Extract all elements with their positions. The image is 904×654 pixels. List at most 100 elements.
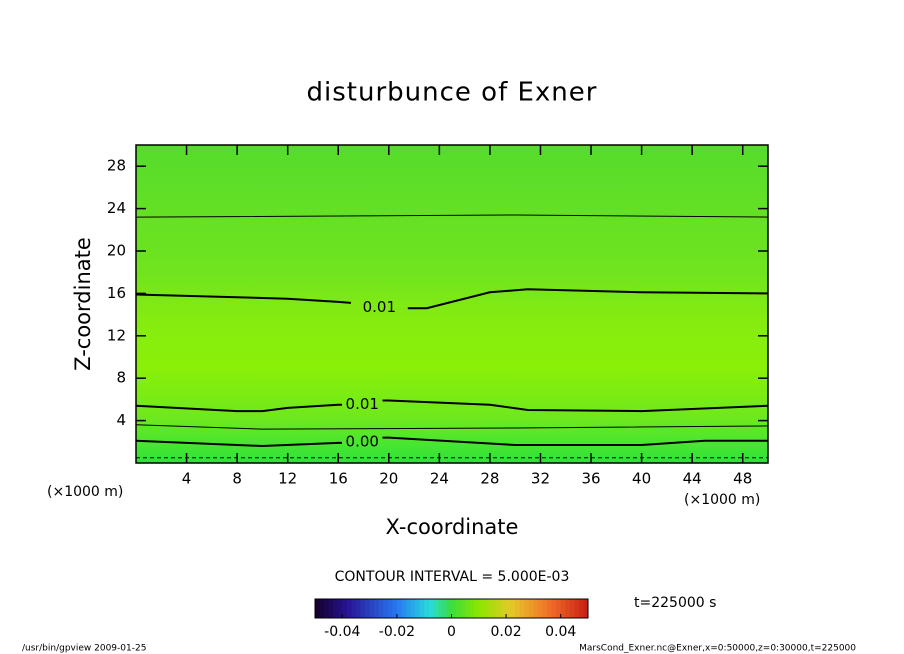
colorbar-cell — [342, 599, 348, 618]
colorbar-cell — [401, 599, 407, 618]
colorbar-cell — [410, 599, 416, 618]
colorbar-cell — [451, 599, 457, 618]
x-tick-label: 24 — [430, 470, 449, 488]
colorbar-cell — [465, 599, 471, 618]
colorbar-cell — [565, 599, 571, 618]
colorbar-cell — [328, 599, 334, 618]
contour-line — [135, 436, 768, 448]
chart-title: disturbunce of Exner — [307, 78, 598, 108]
colorbar-cell — [374, 599, 380, 618]
x-tick-label: 28 — [480, 470, 499, 488]
colorbar-cell — [583, 599, 589, 618]
colorbar-tick-label: 0.04 — [545, 624, 576, 640]
colorbar-cell — [424, 599, 430, 618]
y-axis-title: Z-coordinate — [71, 237, 95, 371]
contour-line — [135, 214, 769, 218]
colorbar-cell — [528, 599, 534, 618]
x-tick-label: 8 — [232, 470, 242, 488]
colorbar-cell — [483, 599, 489, 618]
colorbar-tick-label: 0 — [447, 624, 456, 640]
x-unit-right: (×1000 m) — [684, 492, 760, 508]
y-tick-label: 4 — [116, 411, 126, 429]
colorbar-cell — [569, 599, 575, 618]
contour-label: 0.01 — [346, 395, 379, 413]
colorbar-cell — [524, 599, 530, 618]
colorbar-cell — [578, 599, 584, 618]
colorbar-cell — [433, 599, 439, 618]
colorbar-cell — [355, 599, 361, 618]
x-tick-label: 12 — [278, 470, 297, 488]
footer-right: MarsCond_Exner.nc@Exner,x=0:50000,z=0:30… — [579, 644, 856, 654]
colorbar-cell — [446, 599, 452, 618]
colorbar-cell — [337, 599, 343, 618]
x-unit-left: (×1000 m) — [47, 484, 123, 500]
colorbar-cell — [406, 599, 412, 618]
footer-left: /usr/bin/gpview 2009-01-25 — [22, 644, 146, 654]
x-tick-label: 48 — [733, 470, 752, 488]
x-tick-label: 32 — [531, 470, 550, 488]
x-tick-label: 4 — [182, 470, 192, 488]
y-tick-label: 28 — [107, 157, 126, 175]
colorbar-cell — [392, 599, 398, 618]
x-axis-title: X-coordinate — [386, 515, 519, 539]
colorbar-cell — [510, 599, 516, 618]
colorbar-cell — [360, 599, 366, 618]
colorbar-tick-label: 0.02 — [491, 624, 522, 640]
colorbar-cell — [560, 599, 566, 618]
colorbar-cell — [519, 599, 525, 618]
colorbar-cell — [442, 599, 448, 618]
contour-label: 0.00 — [346, 433, 379, 451]
colorbar-cell — [396, 599, 402, 618]
time-label: t=225000 s — [634, 595, 716, 611]
colorbar-cell — [324, 599, 330, 618]
field-fill — [136, 145, 768, 463]
colorbar-cell — [315, 599, 321, 618]
colorbar-cell — [474, 599, 480, 618]
contour-line — [135, 288, 769, 310]
colorbar-cell — [415, 599, 421, 618]
colorbar-cell — [460, 599, 466, 618]
colorbar-cell — [542, 599, 548, 618]
colorbar-cell — [437, 599, 443, 618]
colorbar-cell — [487, 599, 493, 618]
colorbar-cell — [497, 599, 503, 618]
colorbar-tick-label: -0.02 — [379, 624, 415, 640]
x-tick-label: 16 — [329, 470, 348, 488]
y-tick-label: 16 — [107, 284, 126, 302]
colorbar-cell — [378, 599, 384, 618]
colorbar-cell — [319, 599, 325, 618]
plot-frame — [135, 144, 769, 464]
y-tick-label: 24 — [107, 199, 126, 217]
colorbar-cell — [346, 599, 352, 618]
colorbar-cell — [506, 599, 512, 618]
y-tick-label: 20 — [107, 242, 126, 260]
colorbar-cell — [551, 599, 557, 618]
colorbar-cell — [492, 599, 498, 618]
colorbar-cell — [556, 599, 562, 618]
colorbar-cell — [428, 599, 434, 618]
contour-interval: CONTOUR INTERVAL = 5.000E-03 — [335, 569, 570, 585]
colorbar-cell — [333, 599, 339, 618]
colorbar-cell — [365, 599, 371, 618]
colorbar-cell — [419, 599, 425, 618]
x-tick-label: 40 — [632, 470, 651, 488]
colorbar-cell — [501, 599, 507, 618]
colorbar-cell — [387, 599, 393, 618]
contour-label: 0.01 — [363, 298, 396, 316]
colorbar-cell — [515, 599, 521, 618]
y-tick-label: 8 — [116, 369, 126, 387]
colorbar-tick-label: -0.04 — [324, 624, 360, 640]
colorbar-cell — [351, 599, 357, 618]
x-tick-label: 20 — [379, 470, 398, 488]
contour-line — [135, 399, 769, 413]
colorbar-cell — [383, 599, 389, 618]
x-tick-label: 44 — [683, 470, 702, 488]
colorbar-cell — [533, 599, 539, 618]
contour-line — [135, 424, 769, 430]
colorbar-cell — [547, 599, 553, 618]
y-tick-label: 12 — [107, 326, 126, 344]
colorbar-cell — [537, 599, 543, 618]
colorbar-cell — [574, 599, 580, 618]
colorbar-cell — [456, 599, 462, 618]
